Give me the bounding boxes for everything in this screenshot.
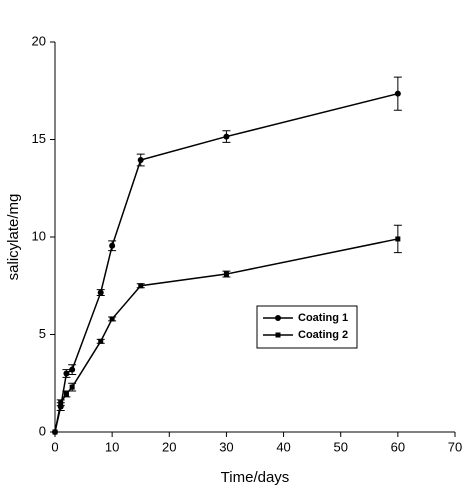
marker xyxy=(98,338,104,344)
marker xyxy=(69,384,75,390)
y-tick-label: 10 xyxy=(32,228,46,243)
marker xyxy=(275,332,281,338)
marker xyxy=(223,133,230,140)
marker xyxy=(223,271,229,277)
x-tick-label: 70 xyxy=(448,439,462,454)
marker xyxy=(137,156,144,163)
series-line xyxy=(54,92,399,433)
x-tick-label: 50 xyxy=(333,439,347,454)
y-tick-label: 15 xyxy=(32,131,46,146)
x-axis-label: Time/days xyxy=(221,469,290,486)
x-tick-label: 40 xyxy=(276,439,290,454)
marker xyxy=(63,391,69,397)
marker xyxy=(109,242,116,249)
marker xyxy=(52,429,58,435)
marker xyxy=(109,316,115,322)
marker xyxy=(58,400,64,406)
marker xyxy=(63,370,70,377)
marker xyxy=(275,315,281,321)
y-axis-label: salicylate/mg xyxy=(5,194,22,281)
x-tick-label: 0 xyxy=(51,439,58,454)
legend-box xyxy=(256,305,358,349)
x-tick-label: 10 xyxy=(105,439,119,454)
legend-label: Coating 2 xyxy=(298,329,348,341)
y-tick-label: 5 xyxy=(39,326,46,341)
y-tick-label: 20 xyxy=(32,33,46,48)
x-tick-label: 60 xyxy=(391,439,405,454)
legend-label: Coating 1 xyxy=(298,312,348,324)
marker xyxy=(138,283,144,289)
x-tick-label: 20 xyxy=(162,439,176,454)
marker xyxy=(395,236,401,242)
x-tick-label: 30 xyxy=(219,439,233,454)
marker xyxy=(97,289,104,296)
y-tick-label: 0 xyxy=(39,423,46,438)
marker xyxy=(69,366,76,373)
marker xyxy=(394,90,401,97)
